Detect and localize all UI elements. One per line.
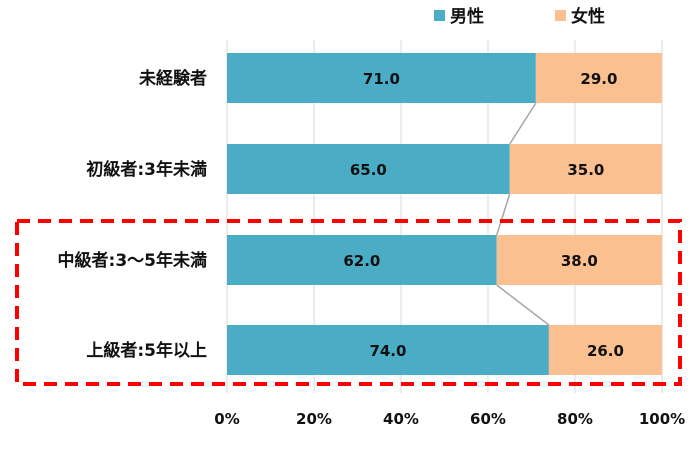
bar-segment-female <box>548 325 662 375</box>
legend-label: 女性 <box>571 6 605 27</box>
x-tick-label: 60% <box>470 410 506 428</box>
data-label: 38.0 <box>561 252 598 270</box>
bar-segment-male <box>227 325 549 375</box>
legend-swatch <box>555 10 566 21</box>
x-tick-label: 80% <box>557 410 593 428</box>
legend-swatch <box>434 10 445 21</box>
data-label: 71.0 <box>363 70 400 88</box>
bar-segment-male <box>227 53 536 103</box>
bar-labels-layer: 71.0 29.0 65.0 35.0 62.0 38.0 74.0 26.0 <box>343 70 624 360</box>
bar-segment-male <box>227 144 510 194</box>
bar-segment-female <box>496 235 662 285</box>
data-label: 62.0 <box>343 252 380 270</box>
x-tick-label: 0% <box>214 410 239 428</box>
data-label: 65.0 <box>350 161 387 179</box>
x-tick-label: 100% <box>639 410 685 428</box>
bar-segment-female <box>509 144 662 194</box>
category-label: 未経験者 <box>138 68 207 89</box>
series-lines-layer <box>495 102 550 326</box>
data-label: 29.0 <box>580 70 617 88</box>
series-line <box>496 284 550 326</box>
bar-segment-female <box>535 53 662 103</box>
series-line <box>495 193 511 236</box>
bars-layer <box>227 53 662 375</box>
data-label: 74.0 <box>369 342 406 360</box>
series-line <box>509 102 537 145</box>
category-label: 初級者:3年未満 <box>86 159 207 180</box>
x-tick-label: 40% <box>383 410 419 428</box>
category-label: 上級者:5年以上 <box>86 340 207 361</box>
legend-label: 男性 <box>450 6 484 27</box>
x-tick-labels-layer: 0% 20% 40% 60% 80% 100% <box>214 410 685 428</box>
highlight-box <box>15 219 682 386</box>
x-tick-label: 20% <box>296 410 332 428</box>
category-label: 中級者:3～5年未満 <box>58 250 207 271</box>
data-label: 35.0 <box>567 161 604 179</box>
legend: 男性 女性 <box>434 6 605 27</box>
data-label: 26.0 <box>587 342 624 360</box>
bar-segment-male <box>227 235 497 285</box>
